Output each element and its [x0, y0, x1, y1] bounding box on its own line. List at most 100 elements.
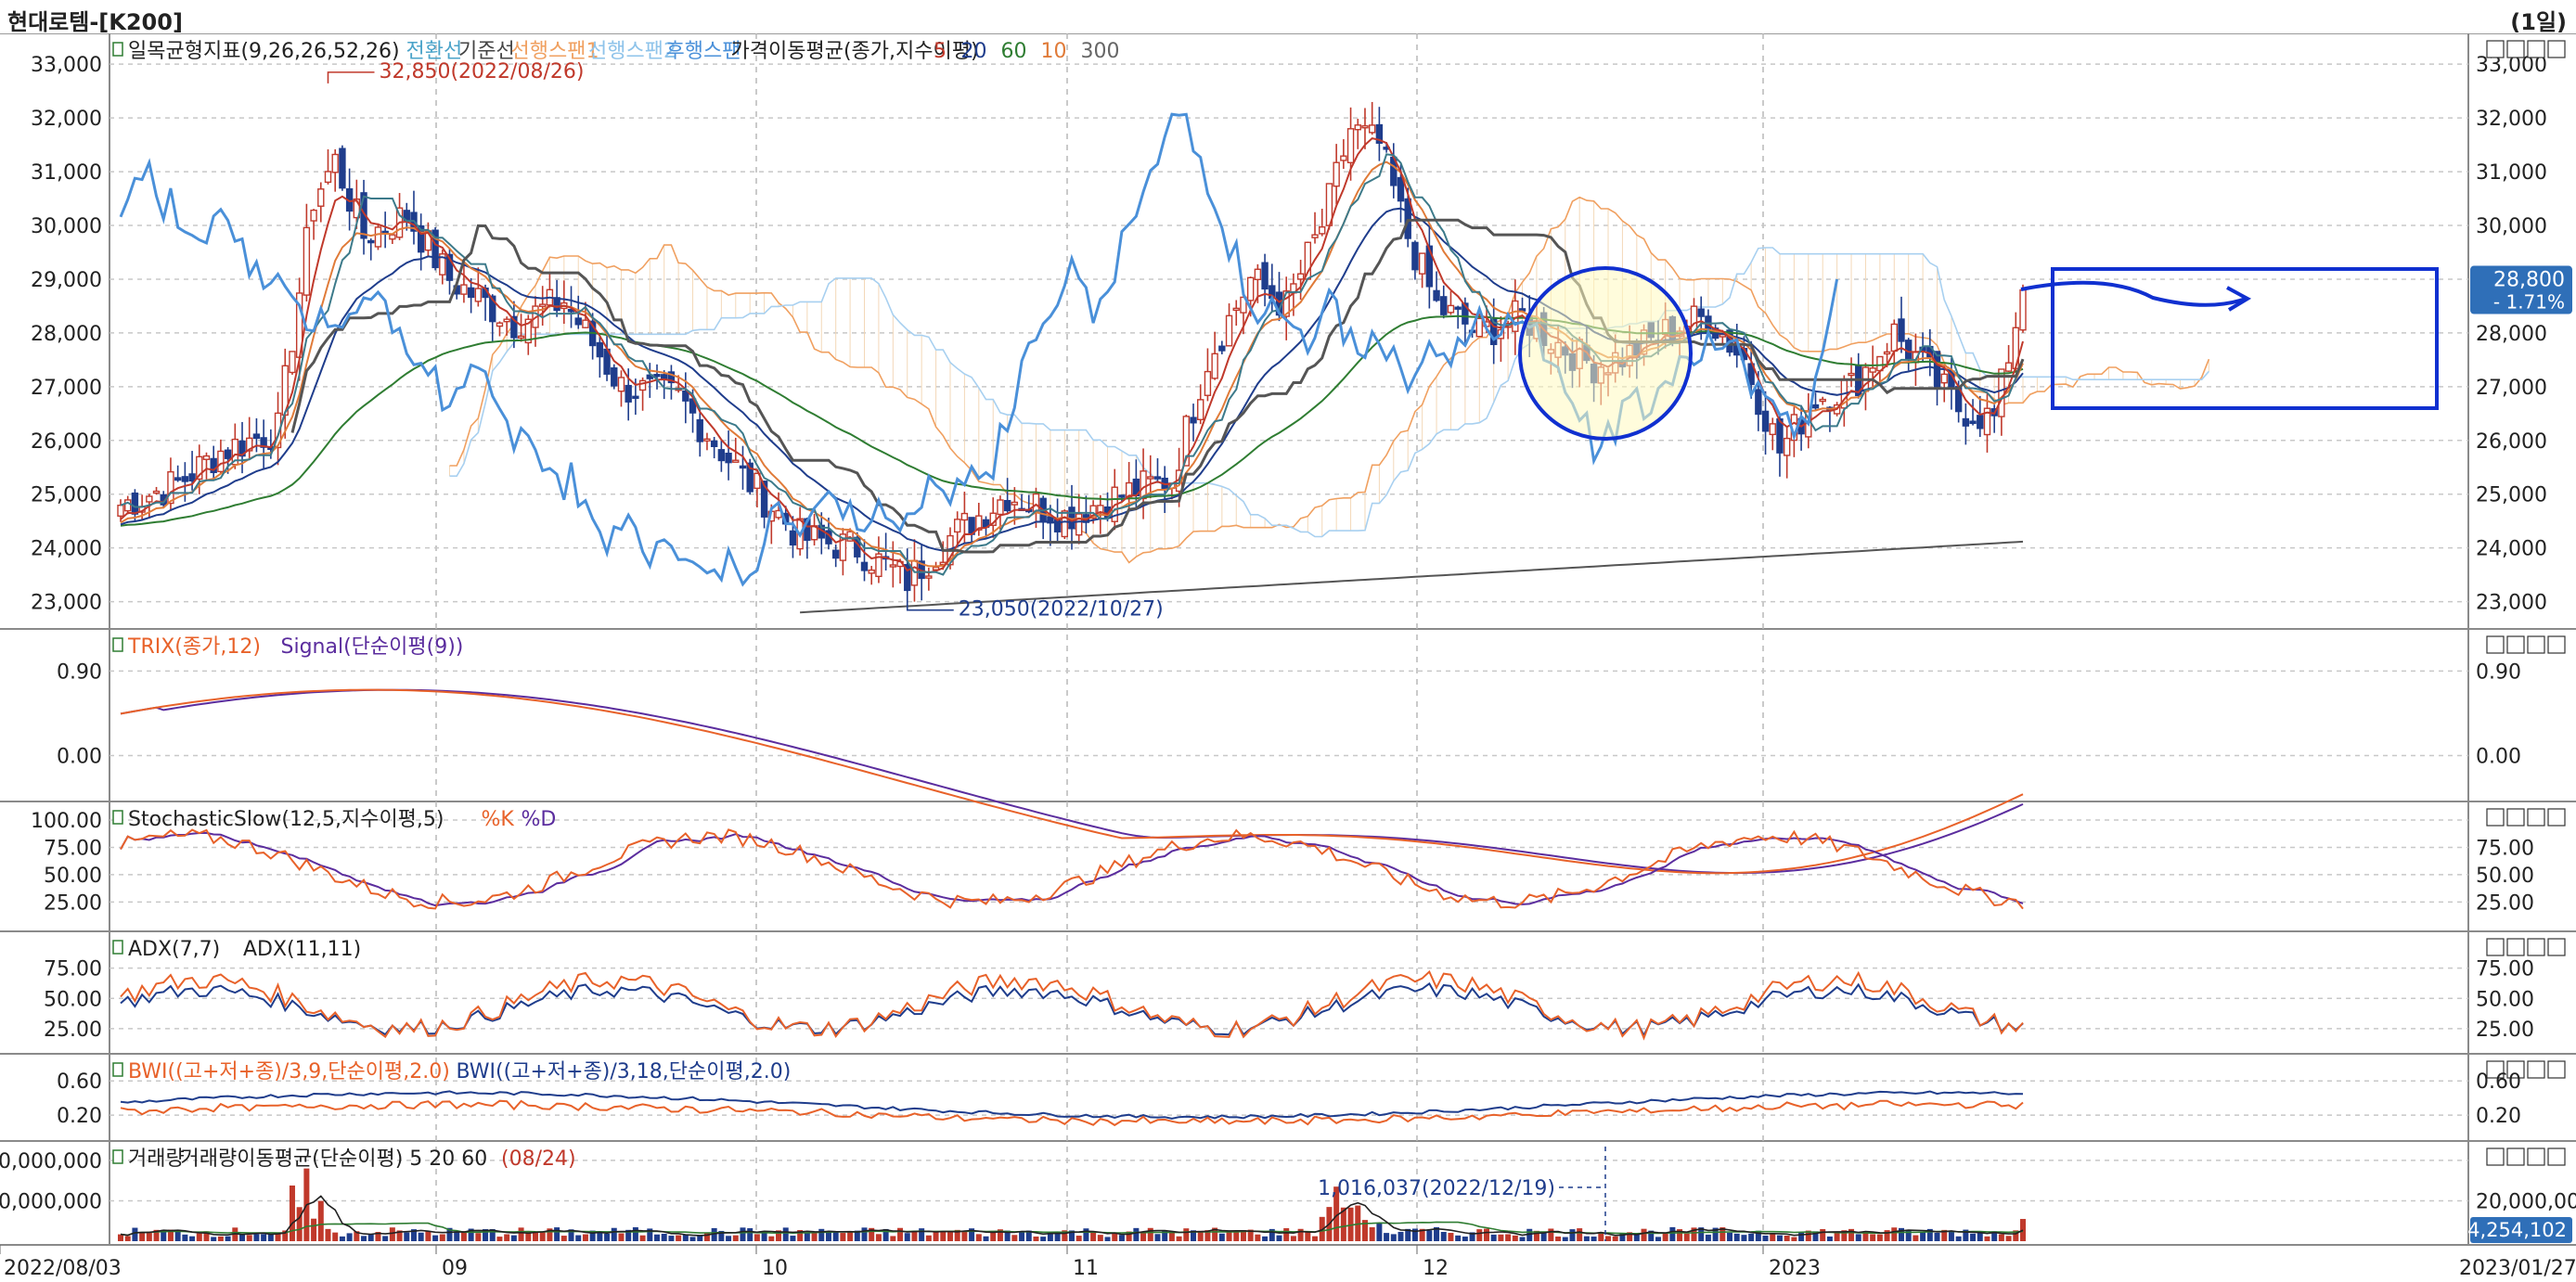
volume-bar	[832, 1232, 839, 1241]
volume-bar	[1977, 1231, 1983, 1241]
panel-control-icon	[2506, 938, 2525, 956]
adx-11-line	[120, 981, 2024, 1038]
volume-bar	[1476, 1229, 1483, 1241]
candle-body	[710, 440, 718, 447]
volume-bar	[625, 1229, 632, 1241]
price-y-tick-right: 25,000	[2476, 484, 2547, 507]
candle-body	[682, 391, 689, 402]
price-badge-value: 28,800	[2493, 269, 2565, 292]
volume-bar	[1218, 1233, 1225, 1241]
volume-bar	[1805, 1230, 1811, 1241]
candle-body	[124, 499, 132, 512]
candle-body	[439, 253, 446, 276]
ichimoku-base-line	[290, 218, 2025, 554]
candle-body	[1354, 124, 1361, 131]
volume-bar	[1963, 1229, 1969, 1241]
volume-bar	[1505, 1234, 1512, 1241]
volume-bar	[1683, 1233, 1690, 1241]
candle-body	[310, 209, 317, 222]
panel-controls	[2486, 40, 2566, 58]
volume-bar	[1784, 1236, 1790, 1241]
adx-y-tick-right: 50.00	[2476, 988, 2534, 1011]
candle-body	[717, 449, 726, 462]
volume-bar	[246, 1235, 252, 1241]
adx-7-line	[120, 969, 2024, 1041]
candle-body	[653, 374, 661, 378]
candle-body	[960, 512, 969, 521]
candle-body	[303, 226, 311, 296]
candle-body	[1433, 289, 1440, 301]
candle-body	[510, 315, 518, 339]
volume-bar	[919, 1228, 925, 1241]
candle-body	[1962, 417, 1970, 427]
volume-bar	[1641, 1228, 1647, 1241]
candle-body	[868, 569, 875, 574]
price-y-tick: 27,000	[31, 377, 102, 400]
volume-bar	[1040, 1237, 1047, 1241]
candle-body	[1003, 499, 1011, 512]
ichimoku-conversion-line	[120, 153, 2024, 576]
volume-bar	[969, 1228, 975, 1241]
volume-bar	[1633, 1234, 1640, 1241]
candle-body	[131, 492, 139, 515]
volume-bar	[753, 1234, 760, 1241]
volume-annotation: 1,016,037(2022/12/19)	[1318, 1177, 1555, 1200]
volume-bar	[182, 1234, 188, 1241]
ma60-line	[120, 314, 2024, 527]
candle-body	[252, 433, 261, 440]
volume-bar	[861, 1227, 868, 1241]
volume-bar	[454, 1231, 460, 1241]
candle-body	[188, 473, 196, 481]
volume-bar	[1448, 1233, 1454, 1241]
adx-legend-item: ADX(7,7)	[128, 938, 220, 961]
legend-square	[112, 637, 123, 652]
volume-bar	[375, 1232, 381, 1241]
volume-bar	[146, 1231, 152, 1241]
candle-body	[1319, 225, 1326, 235]
candle-body	[1776, 418, 1784, 454]
volume-bar	[611, 1227, 617, 1241]
volume-bar	[1347, 1207, 1354, 1241]
volume-bar	[1390, 1234, 1397, 1241]
volume-bar	[203, 1231, 210, 1241]
candle-body	[152, 490, 161, 494]
volume-bar	[2005, 1236, 2012, 1241]
price-legend-item: 기준선	[458, 40, 515, 63]
volume-bar	[1283, 1228, 1290, 1241]
volume-bar	[1948, 1231, 1954, 1241]
volume-bar	[940, 1230, 947, 1241]
volume-bar	[504, 1234, 510, 1241]
volume-bar	[153, 1229, 160, 1241]
candle-body	[1182, 416, 1191, 467]
volume-bar	[367, 1234, 374, 1241]
panel-control-icon	[2547, 938, 2566, 956]
bwi-legend-item: BWI((고+저+종)/3,18,단순이평,2.0)	[457, 1060, 792, 1083]
candle-body	[1462, 302, 1469, 325]
volume-bar	[317, 1200, 324, 1241]
volume-bar	[703, 1233, 710, 1241]
panel-control-icon	[2527, 40, 2545, 58]
volume-bar	[1075, 1236, 1082, 1241]
volume-bar	[1083, 1228, 1089, 1241]
volume-bar	[676, 1235, 682, 1241]
volume-bar	[432, 1235, 439, 1241]
volume-bar	[547, 1228, 553, 1241]
candle-body	[174, 477, 182, 481]
volume-bar	[1898, 1227, 1904, 1241]
candle-body	[1190, 417, 1197, 424]
volume-bar	[869, 1227, 875, 1241]
bwi-9-line	[120, 1099, 2024, 1127]
volume-bar	[1548, 1228, 1554, 1241]
high-label: 32,850(2022/08/26)	[379, 60, 584, 83]
trix-y-tick-right: 0.90	[2476, 660, 2521, 684]
volume-bar	[726, 1236, 732, 1241]
volume-bar	[1540, 1232, 1547, 1241]
volume-bar	[776, 1230, 782, 1241]
candle-body	[1869, 367, 1876, 373]
candle-body	[1361, 125, 1369, 129]
volume-bar	[718, 1230, 725, 1241]
volume-y-tick: 40,000,000	[0, 1150, 102, 1173]
candle-body	[789, 530, 797, 546]
volume-bar	[1619, 1233, 1626, 1241]
